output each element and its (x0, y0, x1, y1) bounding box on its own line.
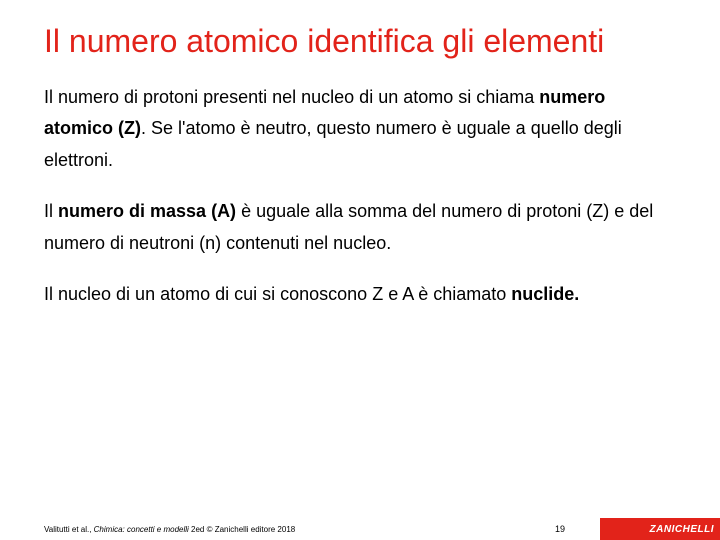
footer-citation: Valitutti et al., Chimica: concetti e mo… (0, 525, 520, 534)
paragraph-3: Il nucleo di un atomo di cui si conoscon… (44, 279, 676, 311)
footer-book-title: Chimica: concetti e modelli (94, 525, 189, 534)
footer-author: Valitutti et al., (44, 525, 94, 534)
p3-text-a: Il nucleo di un atomo di cui si conoscon… (44, 284, 511, 304)
slide-footer: Valitutti et al., Chimica: concetti e mo… (0, 518, 720, 540)
brand-badge: ZANICHELLI (600, 518, 720, 540)
p2-text-a: Il (44, 201, 58, 221)
slide: Il numero atomico identifica gli element… (0, 0, 720, 540)
page-number: 19 (520, 524, 600, 534)
p3-bold: nuclide. (511, 284, 579, 304)
slide-title: Il numero atomico identifica gli element… (44, 24, 676, 60)
paragraph-1: Il numero di protoni presenti nel nucleo… (44, 82, 676, 177)
paragraph-2: Il numero di massa (A) è uguale alla som… (44, 196, 676, 259)
p2-bold: numero di massa (A) (58, 201, 236, 221)
brand-text: ZANICHELLI (650, 524, 714, 535)
slide-body: Il numero di protoni presenti nel nucleo… (44, 82, 676, 311)
footer-edition: 2ed © Zanichelli editore 2018 (189, 525, 295, 534)
p1-text-a: Il numero di protoni presenti nel nucleo… (44, 87, 539, 107)
